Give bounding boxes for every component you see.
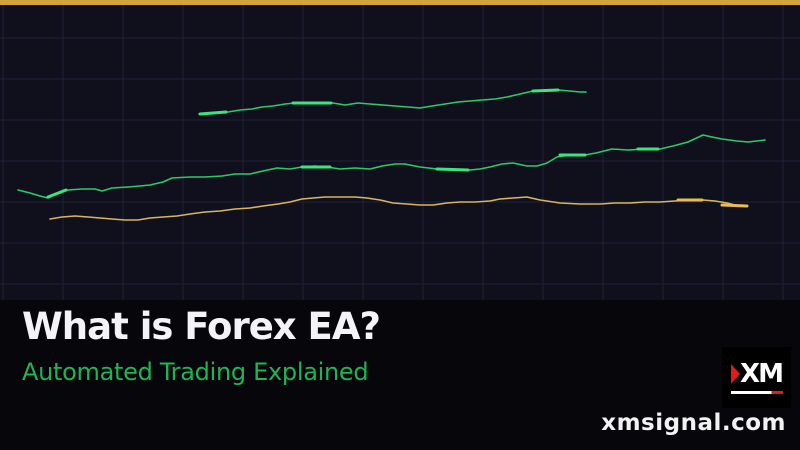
logo-underline bbox=[730, 391, 783, 394]
xm-logo-text: XM bbox=[740, 359, 784, 389]
chart-section bbox=[0, 5, 800, 300]
top-accent-bar bbox=[0, 0, 800, 5]
xm-logo: XM bbox=[722, 347, 791, 408]
lower-gold-line bbox=[49, 196, 748, 221]
page-subtitle: Automated Trading Explained bbox=[22, 358, 369, 386]
page-title: What is Forex EA? bbox=[22, 305, 381, 348]
price-chart bbox=[0, 5, 800, 300]
footer-section bbox=[0, 300, 800, 450]
website-url: xmsignal.com bbox=[601, 410, 786, 436]
middle-green-line bbox=[17, 134, 766, 199]
logo-arrow-icon bbox=[731, 364, 741, 384]
upper-green-line bbox=[198, 89, 587, 115]
xm-logo-row: XM bbox=[731, 359, 784, 389]
